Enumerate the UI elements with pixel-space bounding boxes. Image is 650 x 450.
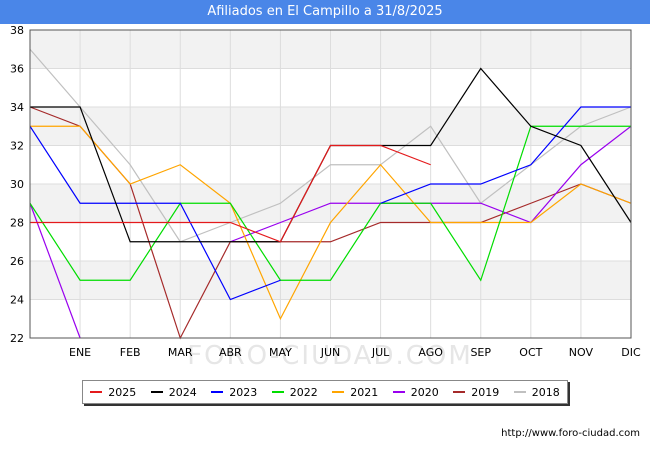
legend-label: 2022: [289, 385, 318, 399]
x-tick-label: MAR: [168, 346, 193, 359]
legend-label: 2025: [108, 385, 137, 399]
x-tick-label: ABR: [219, 346, 242, 359]
legend-swatch: [90, 391, 103, 393]
x-tick-label: FEB: [120, 346, 141, 359]
series-line-2023: [380, 106, 631, 204]
legend-swatch: [271, 391, 284, 393]
legend-label: 2019: [471, 385, 500, 399]
x-tick-label: JUL: [371, 346, 390, 359]
legend-label: 2021: [350, 385, 379, 399]
legend-item-2021: 2021: [332, 386, 378, 399]
legend-item-2022: 2022: [271, 385, 318, 399]
series-line-2023: [29, 125, 281, 301]
x-tick-label: SEP: [470, 346, 491, 359]
y-tick-label: 22: [10, 332, 24, 345]
legend-label: 2018: [531, 385, 560, 399]
legend: 2025 2024 2023 2022 2021 2020 2019 2018: [82, 380, 568, 404]
series-line-2021: [30, 125, 632, 321]
legend-swatch: [392, 391, 405, 393]
y-tick-label: 30: [10, 178, 24, 191]
legend-swatch: [332, 391, 345, 393]
y-tick-label: 34: [10, 101, 24, 114]
legend-swatch: [150, 391, 163, 393]
x-tick-label: OCT: [519, 346, 542, 359]
y-tick-label: 24: [10, 294, 24, 307]
legend-item-2018: 2018: [513, 385, 560, 399]
legend-swatch: [211, 391, 224, 393]
x-tick-label: NOV: [569, 346, 594, 359]
x-tick-label: ENE: [69, 346, 91, 359]
chart-title: Afiliados en El Campillo a 31/8/2025: [0, 0, 650, 24]
series-lines: [29, 48, 632, 340]
x-tick-labels: ENE FEB MAR ABR MAY JUN JUL AGO SEP OCT NOV DIC: [69, 346, 641, 359]
series-line-2020: [29, 203, 81, 339]
y-tick-label: 36: [10, 63, 24, 76]
x-tick-label: MAY: [269, 346, 292, 359]
series-line-2025: [30, 144, 431, 243]
legend-item-2025: 2025: [90, 386, 136, 399]
source-url: http://www.foro-ciudad.com: [501, 428, 640, 439]
legend-label: 2024: [168, 385, 197, 399]
line-chart: FORO-CIUDAD.COM 22 24 26 28 30 32 34 36 38 ENE FE…: [10, 24, 641, 371]
y-tick-labels: 22 24 26 28 30 32 34 36 38: [10, 24, 24, 345]
y-tick-label: 38: [10, 24, 24, 37]
x-tick-label: AGO: [418, 346, 443, 359]
legend-item-2024: 2024: [150, 385, 197, 399]
legend-swatch: [453, 391, 466, 393]
legend-swatch: [513, 391, 526, 393]
legend-item-2019: 2019: [453, 386, 499, 399]
y-tick-label: 28: [10, 217, 24, 230]
watermark: FORO-CIUDAD.COM: [187, 341, 473, 371]
y-tick-label: 26: [10, 255, 24, 268]
x-tick-label: DIC: [621, 346, 641, 359]
x-tick-label: JUN: [320, 346, 341, 359]
y-tick-label: 32: [10, 140, 24, 153]
plot-frame: [29, 29, 632, 339]
legend-label: 2020: [410, 385, 439, 399]
legend-item-2023: 2023: [211, 386, 257, 399]
legend-item-2020: 2020: [392, 385, 439, 399]
legend-label: 2023: [229, 385, 258, 399]
